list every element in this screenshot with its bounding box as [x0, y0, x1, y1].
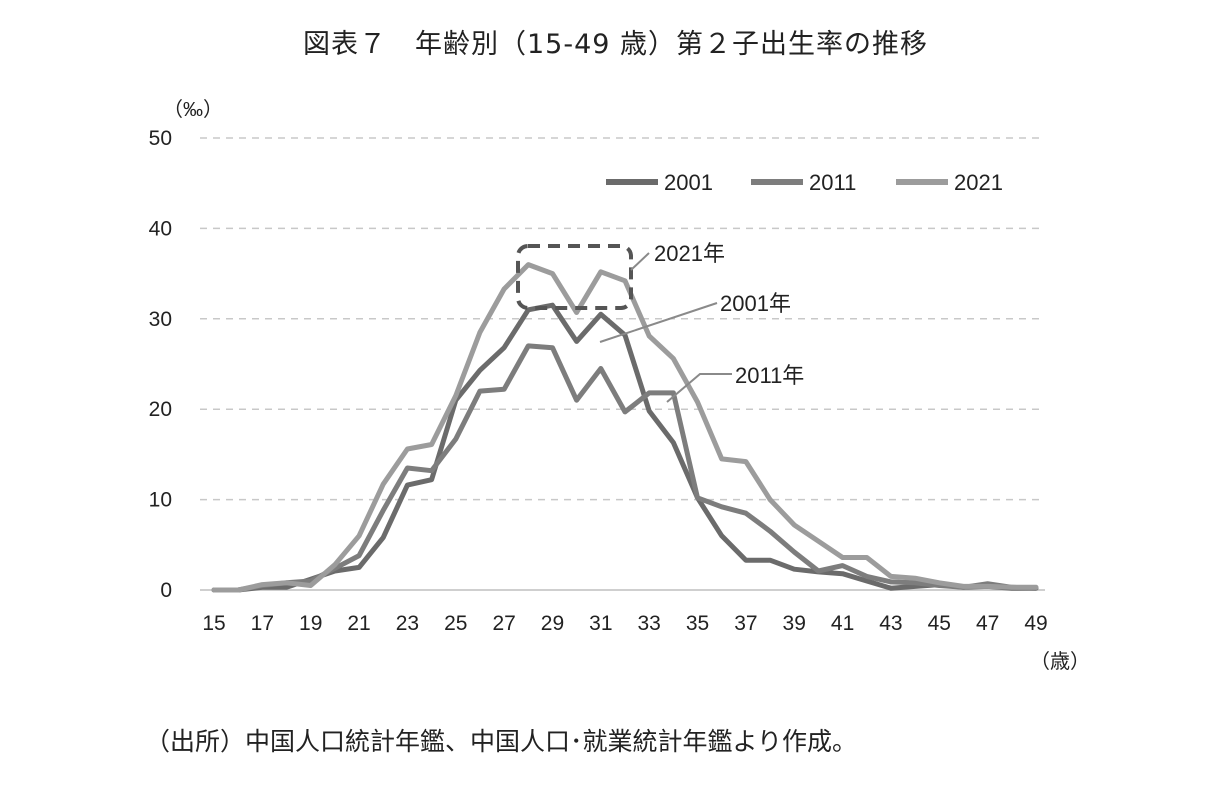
series-line-2011 [211, 343, 1039, 593]
annotations: 2021年 2001年 2011年 [599, 241, 804, 403]
annotation-label-2021: 2021年 [654, 241, 725, 266]
annotation-leader-2011 [666, 373, 732, 403]
x-tick-label: 31 [589, 612, 612, 635]
legend-label-2021: 2021 [954, 170, 1003, 195]
x-tick-label: 49 [1024, 612, 1047, 635]
chart-title: 図表７ 年齢別（15-49 歳）第２子出生率の推移 [302, 29, 929, 60]
annotation-label-2001: 2001年 [720, 291, 791, 316]
series-line-2021 [211, 262, 1039, 593]
x-tick-label: 25 [444, 612, 467, 635]
annotation-leader-2001 [599, 302, 718, 343]
x-tick-label: 33 [637, 612, 660, 635]
y-tick-label: 0 [160, 579, 172, 602]
x-axis-ticks: 15 17 19 21 23 25 27 29 31 33 35 37 39 41 43 45 47 49 [202, 612, 1047, 635]
x-tick-label: 37 [734, 612, 757, 635]
legend: 2001 2011 2021 [606, 170, 1003, 195]
x-tick-label: 15 [202, 612, 225, 635]
x-tick-label: 45 [928, 612, 951, 635]
x-tick-label: 29 [541, 612, 564, 635]
y-tick-label: 10 [149, 489, 172, 512]
x-tick-label: 39 [783, 612, 806, 635]
x-tick-label: 17 [251, 612, 274, 635]
y-tick-label: 20 [149, 398, 172, 421]
y-tick-label: 30 [149, 308, 172, 331]
series-lines [211, 262, 1039, 593]
x-tick-label: 43 [879, 612, 902, 635]
x-tick-label: 41 [831, 612, 854, 635]
y-axis-label: （‰） [163, 98, 223, 121]
x-tick-label: 47 [976, 612, 999, 635]
y-tick-label: 40 [149, 217, 172, 240]
annotation-leader-2021 [630, 252, 650, 271]
source-note: （出所）中国人口統計年鑑、中国人口･就業統計年鑑より作成。 [145, 727, 858, 756]
x-tick-label: 27 [492, 612, 515, 635]
highlight-box [516, 244, 633, 310]
series-line-2001 [211, 302, 1039, 593]
legend-label-2011: 2011 [809, 170, 856, 195]
x-axis-label: （歳） [1030, 650, 1090, 673]
x-tick-label: 23 [396, 612, 419, 635]
x-tick-label: 35 [686, 612, 709, 635]
y-tick-label: 50 [149, 127, 172, 150]
legend-label-2001: 2001 [664, 170, 713, 195]
annotation-label-2011: 2011年 [735, 363, 804, 388]
x-tick-label: 19 [299, 612, 322, 635]
grid-lines [200, 137, 1045, 591]
x-tick-label: 21 [347, 612, 370, 635]
y-axis-ticks: 0 10 20 30 40 50 [149, 127, 172, 602]
